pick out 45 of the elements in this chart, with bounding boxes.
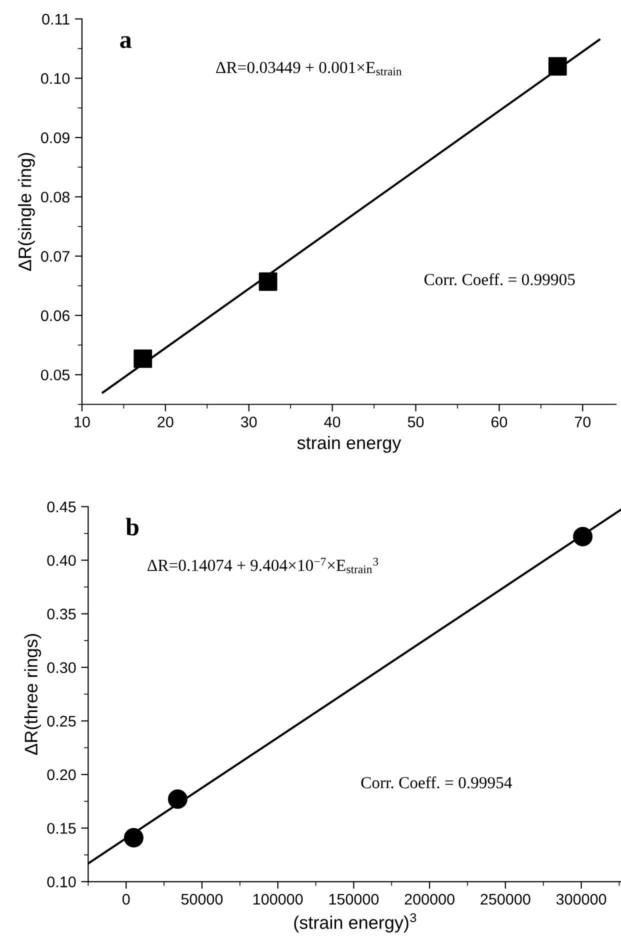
x-tick-label: 50 xyxy=(408,416,424,428)
y-tick-label: 0.10 xyxy=(47,876,76,888)
y-tick-label: 0.06 xyxy=(41,310,70,322)
point xyxy=(168,789,188,809)
y-tick-label: 0.05 xyxy=(41,370,70,380)
chart-title: b xyxy=(126,518,138,536)
annotation: ΔR=0.14074 + 9.404×10$^{−7}$×E$_{strain}$$^{3}$ xyxy=(148,558,378,574)
x-tick-label: 40 xyxy=(324,416,340,428)
y-tick-label: 0.08 xyxy=(41,192,70,203)
point xyxy=(258,272,278,291)
y-axis-title: ΔR(single ring) xyxy=(18,153,35,271)
point xyxy=(134,350,152,368)
y-tick-label: 0.10 xyxy=(41,73,70,84)
y-tick-label: 0.40 xyxy=(47,555,76,566)
x-axis-title: strain energy xyxy=(297,436,402,453)
point xyxy=(124,828,144,848)
annotation: Corr. Coeff. = 0.99954 xyxy=(361,776,512,788)
y-tick-label: 0.45 xyxy=(47,502,76,512)
x-tick-label: 0 xyxy=(122,894,130,905)
x-tick-label: 10 xyxy=(74,416,90,428)
x-tick-label: 50000 xyxy=(181,894,223,905)
x-tick-label: 200000 xyxy=(404,894,454,905)
point xyxy=(548,57,567,76)
y-tick-label: 0.09 xyxy=(41,132,70,144)
y-tick-label: 0.07 xyxy=(41,250,70,262)
y-tick-label: 0.30 xyxy=(47,662,76,674)
y-tick-label: 0.35 xyxy=(47,608,76,620)
x-axis-title: (strain energy)$^{3}$ xyxy=(294,913,416,933)
y-tick-label: 0.15 xyxy=(47,822,76,834)
x-tick-label: 20 xyxy=(158,416,174,428)
y-tick-label: 0.20 xyxy=(47,769,76,780)
x-tick-label: 250000 xyxy=(480,894,530,905)
x-tick-label: 60 xyxy=(491,416,508,428)
x-tick-label: 70 xyxy=(574,416,591,428)
y-tick-label: 0.11 xyxy=(42,14,70,25)
x-tick-label: 150000 xyxy=(329,894,379,905)
y-axis-title: ΔR(three rings) xyxy=(24,634,42,755)
point xyxy=(573,526,593,546)
x-tick-label: 100000 xyxy=(254,894,303,905)
x-tick-label: 30 xyxy=(240,416,257,428)
annotation: ΔR=0.03449 + 0.001×E$_{strain}$ xyxy=(216,62,402,76)
y-tick-label: 0.25 xyxy=(47,716,76,727)
chart-title: a xyxy=(120,36,132,48)
annotation: Corr. Coeff. = 0.99905 xyxy=(424,273,575,286)
x-tick-label: 300000 xyxy=(556,894,606,905)
